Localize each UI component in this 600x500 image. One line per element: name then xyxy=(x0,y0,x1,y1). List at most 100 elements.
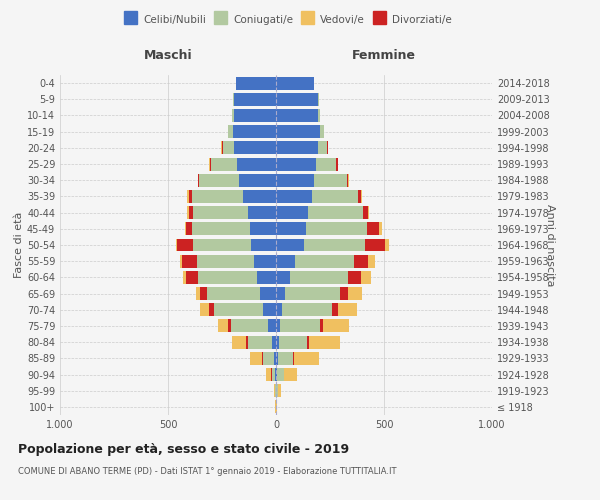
Bar xyxy=(197,174,198,186)
Bar xyxy=(276,158,316,170)
Bar xyxy=(239,174,276,186)
Bar xyxy=(234,142,276,154)
Bar xyxy=(368,254,376,268)
Bar xyxy=(209,158,210,170)
Bar xyxy=(314,174,347,186)
Bar xyxy=(304,238,365,252)
Bar xyxy=(278,384,281,397)
Bar xyxy=(198,174,199,186)
Bar xyxy=(340,287,348,300)
Bar xyxy=(306,222,367,235)
Bar xyxy=(277,368,284,381)
Bar xyxy=(275,368,276,381)
Bar xyxy=(250,222,276,235)
Bar xyxy=(276,142,318,154)
Bar xyxy=(276,304,283,316)
Bar xyxy=(276,222,306,235)
Bar xyxy=(276,109,318,122)
Bar xyxy=(197,254,254,268)
Bar xyxy=(276,368,277,381)
Bar xyxy=(193,238,251,252)
Bar xyxy=(263,304,276,316)
Bar xyxy=(280,320,320,332)
Bar xyxy=(198,271,257,284)
Y-axis label: Anni di nascita: Anni di nascita xyxy=(545,204,555,286)
Text: Maschi: Maschi xyxy=(143,50,193,62)
Bar xyxy=(187,271,198,284)
Bar xyxy=(318,93,319,106)
Bar xyxy=(295,254,354,268)
Bar xyxy=(188,206,193,219)
Bar xyxy=(284,368,297,381)
Bar xyxy=(272,336,276,348)
Bar xyxy=(309,336,340,348)
Legend: Celibi/Nubili, Coniugati/e, Vedovi/e, Divorziati/e: Celibi/Nubili, Coniugati/e, Vedovi/e, Di… xyxy=(120,10,456,29)
Bar xyxy=(276,336,278,348)
Bar xyxy=(268,320,276,332)
Bar xyxy=(229,320,230,332)
Bar xyxy=(274,352,276,365)
Bar xyxy=(277,384,278,397)
Bar xyxy=(187,222,192,235)
Bar xyxy=(185,222,187,235)
Bar xyxy=(311,190,358,203)
Bar xyxy=(361,271,371,284)
Bar xyxy=(260,287,276,300)
Bar xyxy=(364,206,368,219)
Bar xyxy=(233,125,276,138)
Bar xyxy=(308,206,364,219)
Bar xyxy=(332,304,338,316)
Bar xyxy=(254,254,276,268)
Bar xyxy=(233,93,234,106)
Bar xyxy=(257,271,276,284)
Bar xyxy=(278,336,307,348)
Bar xyxy=(338,304,357,316)
Bar xyxy=(210,158,211,170)
Bar xyxy=(237,158,276,170)
Bar xyxy=(200,287,207,300)
Bar xyxy=(354,254,368,268)
Bar xyxy=(232,336,246,348)
Y-axis label: Fasce di età: Fasce di età xyxy=(14,212,24,278)
Bar xyxy=(223,142,234,154)
Bar xyxy=(251,238,276,252)
Bar xyxy=(358,190,361,203)
Bar xyxy=(274,384,275,397)
Bar xyxy=(242,190,276,203)
Bar xyxy=(320,320,323,332)
Bar xyxy=(293,352,294,365)
Bar xyxy=(367,222,379,235)
Bar xyxy=(294,352,319,365)
Bar xyxy=(348,287,362,300)
Bar xyxy=(193,206,248,219)
Bar xyxy=(368,206,369,219)
Bar xyxy=(248,206,276,219)
Bar xyxy=(337,158,338,170)
Bar xyxy=(276,400,277,413)
Bar xyxy=(262,352,263,365)
Bar xyxy=(229,125,233,138)
Bar xyxy=(276,125,320,138)
Bar xyxy=(232,109,234,122)
Bar xyxy=(176,238,193,252)
Bar xyxy=(187,206,188,219)
Bar xyxy=(236,76,276,90)
Bar xyxy=(263,352,274,365)
Bar xyxy=(266,368,271,381)
Bar xyxy=(285,287,340,300)
Bar xyxy=(192,222,250,235)
Bar xyxy=(248,336,272,348)
Bar xyxy=(200,304,209,316)
Bar xyxy=(183,271,187,284)
Bar xyxy=(230,320,268,332)
Bar xyxy=(361,190,362,203)
Bar xyxy=(278,352,293,365)
Bar xyxy=(211,158,237,170)
Bar xyxy=(283,304,332,316)
Bar xyxy=(209,304,214,316)
Bar xyxy=(385,238,389,252)
Bar xyxy=(222,142,223,154)
Bar xyxy=(276,352,278,365)
Bar xyxy=(276,238,304,252)
Bar xyxy=(323,320,349,332)
